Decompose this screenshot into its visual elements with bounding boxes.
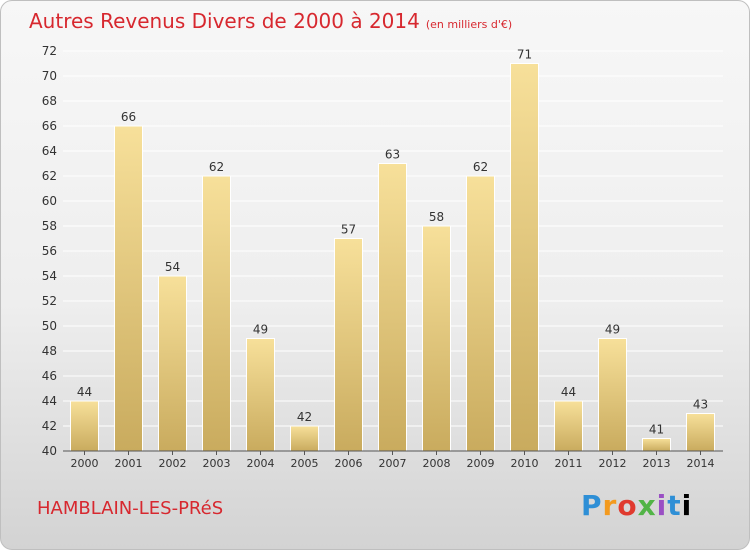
bar bbox=[642, 438, 671, 452]
bar bbox=[334, 238, 363, 452]
bar bbox=[246, 338, 275, 452]
x-tick-label: 2005 bbox=[291, 457, 319, 470]
logo-letter: t bbox=[667, 489, 682, 522]
x-tick-label: 2007 bbox=[379, 457, 407, 470]
logo-letter: o bbox=[617, 489, 638, 522]
value-label: 49 bbox=[605, 323, 620, 337]
value-label: 71 bbox=[517, 48, 532, 62]
value-label: 66 bbox=[121, 110, 136, 124]
logo-letter: r bbox=[602, 489, 618, 522]
y-tick-label: 66 bbox=[42, 119, 57, 133]
value-label: 49 bbox=[253, 323, 268, 337]
logo-letter: i bbox=[681, 489, 693, 522]
place-name: HAMBLAIN-LES-PRéS bbox=[37, 498, 224, 519]
x-tick-label: 2009 bbox=[467, 457, 495, 470]
bar bbox=[378, 163, 407, 452]
x-tick-label: 2004 bbox=[247, 457, 275, 470]
y-tick-label: 56 bbox=[42, 244, 57, 258]
y-tick-label: 54 bbox=[42, 269, 57, 283]
y-tick-label: 62 bbox=[42, 169, 57, 183]
x-tick-label: 2014 bbox=[687, 457, 715, 470]
bar bbox=[554, 400, 583, 452]
x-tick-label: 2012 bbox=[599, 457, 627, 470]
value-label: 63 bbox=[385, 148, 400, 162]
y-tick-label: 72 bbox=[42, 44, 57, 58]
y-tick-label: 52 bbox=[42, 294, 57, 308]
logo-letter: x bbox=[637, 489, 657, 522]
y-tick-label: 40 bbox=[42, 444, 57, 458]
logo-letter: i bbox=[656, 489, 668, 522]
x-tick-label: 2002 bbox=[159, 457, 187, 470]
y-tick-label: 64 bbox=[42, 144, 57, 158]
x-tick-label: 2008 bbox=[423, 457, 451, 470]
value-label: 57 bbox=[341, 223, 356, 237]
value-label: 62 bbox=[209, 160, 224, 174]
x-tick-label: 2013 bbox=[643, 457, 671, 470]
y-tick-label: 58 bbox=[42, 219, 57, 233]
bar bbox=[114, 125, 143, 452]
y-axis-ticks: 40 42 44 46 48 50 52 54 56 58 60 62 64 66 68 70 72 bbox=[42, 44, 57, 458]
x-axis-ticks: 2000 2001 2002 2003 2004 2005 2006 2007 2008 2009… bbox=[71, 451, 715, 470]
y-tick-label: 44 bbox=[42, 394, 57, 408]
x-tick-label: 2001 bbox=[115, 457, 143, 470]
bar bbox=[466, 175, 495, 452]
x-tick-label: 2010 bbox=[511, 457, 539, 470]
bar bbox=[422, 225, 451, 452]
x-tick-label: 2011 bbox=[555, 457, 583, 470]
x-tick-label: 2003 bbox=[203, 457, 231, 470]
value-label: 58 bbox=[429, 210, 444, 224]
value-labels: 44 66 54 62 49 42 57 63 58 62 71 44 49 41 43 bbox=[77, 48, 708, 437]
value-label: 44 bbox=[561, 385, 576, 399]
chart-title-text: Autres Revenus Divers de 2000 à 2014 bbox=[29, 9, 420, 33]
x-tick-label: 2000 bbox=[71, 457, 99, 470]
value-label: 44 bbox=[77, 385, 92, 399]
y-tick-label: 50 bbox=[42, 319, 57, 333]
bars bbox=[70, 63, 715, 452]
value-label: 43 bbox=[693, 398, 708, 412]
proxiti-logo: Proxiti bbox=[581, 489, 692, 522]
bar bbox=[290, 425, 319, 452]
y-tick-label: 42 bbox=[42, 419, 57, 433]
bar bbox=[686, 413, 715, 452]
value-label: 62 bbox=[473, 160, 488, 174]
bar bbox=[510, 63, 539, 452]
y-tick-label: 46 bbox=[42, 369, 57, 383]
bar bbox=[158, 275, 187, 452]
y-tick-label: 70 bbox=[42, 69, 57, 83]
value-label: 41 bbox=[649, 423, 664, 437]
bar bbox=[70, 400, 99, 452]
y-tick-label: 68 bbox=[42, 94, 57, 108]
bar bbox=[598, 338, 627, 452]
value-label: 54 bbox=[165, 260, 180, 274]
bar bbox=[202, 175, 231, 452]
x-tick-label: 2006 bbox=[335, 457, 363, 470]
value-label: 42 bbox=[297, 410, 312, 424]
chart-unit: (en milliers d'€) bbox=[425, 18, 513, 31]
y-tick-label: 60 bbox=[42, 194, 57, 208]
chart-title: Autres Revenus Divers de 2000 à 2014 (en … bbox=[29, 9, 512, 33]
logo-letter: P bbox=[581, 489, 603, 522]
y-tick-label: 48 bbox=[42, 344, 57, 358]
